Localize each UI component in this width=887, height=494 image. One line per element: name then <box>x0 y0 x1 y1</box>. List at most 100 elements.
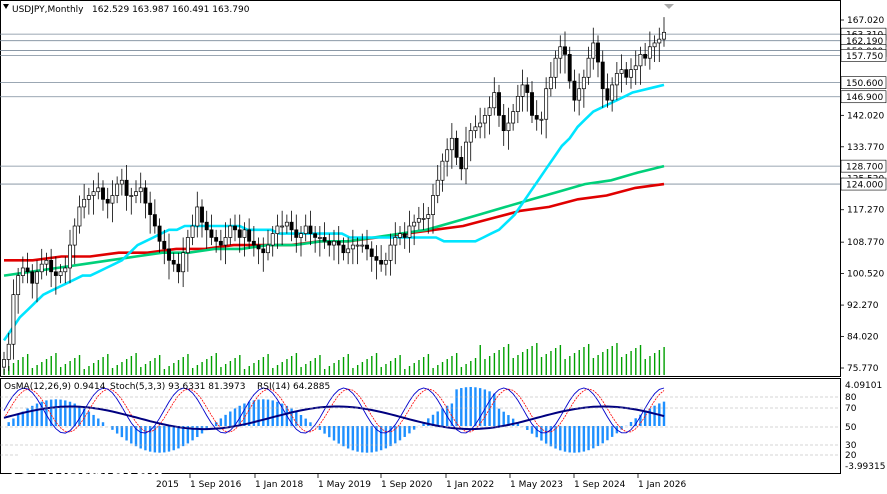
volume-bar <box>111 368 114 375</box>
volume-bar <box>592 358 595 375</box>
candle-body <box>421 218 426 220</box>
sub-axis-label: -3.99315 <box>845 462 885 472</box>
osma-bar <box>73 403 76 427</box>
sub-axis-label: 30 <box>845 441 857 451</box>
osma-bar <box>540 426 543 441</box>
volume-bar <box>69 361 71 375</box>
osma-bar <box>346 426 350 449</box>
osma-bar <box>290 408 293 427</box>
candle-body <box>515 96 520 112</box>
volume-bar <box>83 369 85 375</box>
time-tick-label: 2015 <box>156 480 179 490</box>
candle-body <box>431 195 435 215</box>
candle-body <box>49 259 54 273</box>
candle-body <box>572 80 577 101</box>
level-price-box <box>840 90 887 104</box>
logo-icon <box>10 453 40 483</box>
volume-bar <box>88 366 90 375</box>
price-tick-label: 100.520 <box>847 270 884 280</box>
volume-bar <box>140 367 142 375</box>
volume-bar <box>521 352 524 375</box>
osma-bar <box>101 422 105 427</box>
candle-body <box>440 160 445 181</box>
osma-bar <box>384 426 388 449</box>
price-tick-label: 133.770 <box>847 143 884 153</box>
candle-body <box>218 240 223 246</box>
osma-bar <box>422 422 425 427</box>
level-price-box <box>840 177 887 191</box>
volume-bar <box>366 359 368 375</box>
osma-bar <box>653 405 656 427</box>
volume-bar <box>545 354 547 375</box>
volume-bar <box>173 363 175 375</box>
osma-bar <box>40 401 43 427</box>
volume-bar <box>587 344 590 375</box>
candles <box>2 17 666 375</box>
candle-body <box>190 225 195 238</box>
candle-body <box>445 149 450 162</box>
osma-label: OsMA(12,26,9) 0.9414 <box>4 382 106 392</box>
watermark-tagline: Instant Forex Trading <box>46 481 150 493</box>
candle-body <box>643 54 648 59</box>
osma-bar <box>629 422 633 427</box>
candle-body <box>275 225 280 234</box>
volume-bar <box>229 361 232 375</box>
candle-body <box>44 259 49 265</box>
volume-bar <box>371 356 373 375</box>
volume-bar <box>135 353 137 375</box>
volume-bar <box>55 353 57 375</box>
volume-bar <box>484 359 486 375</box>
candle-body <box>223 237 228 246</box>
candle-body <box>53 271 58 276</box>
time-axis: 1 Sep 2016 1 Jan 2018 1 May 2019 1 Sep 2020… <box>156 473 686 490</box>
volume-bar <box>187 354 189 375</box>
volume-bar <box>385 364 387 375</box>
volume-bar <box>356 365 359 375</box>
volume-bar <box>352 368 354 375</box>
osma-bar <box>68 401 72 427</box>
volume-bar <box>620 357 623 375</box>
volume-bar <box>74 358 76 375</box>
volume-bar <box>517 355 519 375</box>
osma-bar <box>214 422 218 427</box>
volume-bar <box>309 361 312 375</box>
volume-bar <box>295 353 298 375</box>
candle-body <box>167 248 171 261</box>
osma-bar <box>460 388 463 427</box>
volume-bar <box>191 368 194 375</box>
osma-bar <box>125 426 128 441</box>
osma-bar <box>299 415 303 427</box>
candle-body <box>280 225 285 228</box>
volume-bar <box>107 354 109 375</box>
osma-bar <box>544 426 548 444</box>
candle-body <box>176 263 181 273</box>
osma-bar <box>219 418 223 427</box>
volume-bar <box>573 353 576 375</box>
candle-body <box>237 229 242 238</box>
volume-bar <box>616 343 618 375</box>
candle-body <box>398 233 402 238</box>
volume-bar <box>22 357 24 375</box>
price-tick-label: 92.270 <box>847 301 879 311</box>
volume-bar <box>257 360 260 375</box>
shift-marker-icon[interactable] <box>664 4 674 9</box>
level-price-label: 157.750 <box>846 52 883 62</box>
price-tick-label: 75.770 <box>847 364 879 374</box>
osma-bar <box>606 426 609 441</box>
osma-bar <box>596 426 600 447</box>
volume-bar <box>36 365 38 375</box>
candle-body <box>289 221 294 231</box>
osma-bar <box>394 426 397 444</box>
candle-body <box>614 73 619 86</box>
candle-body <box>412 221 417 227</box>
candle-body <box>270 233 275 246</box>
volume-bar <box>239 355 241 375</box>
candle-body <box>548 76 553 90</box>
osma-bar <box>648 408 652 427</box>
dropdown-triangle-icon[interactable] <box>3 4 9 9</box>
candle-body <box>624 69 629 78</box>
candle-body <box>58 271 63 276</box>
volume-bar <box>220 367 222 375</box>
candle-body <box>487 107 492 116</box>
